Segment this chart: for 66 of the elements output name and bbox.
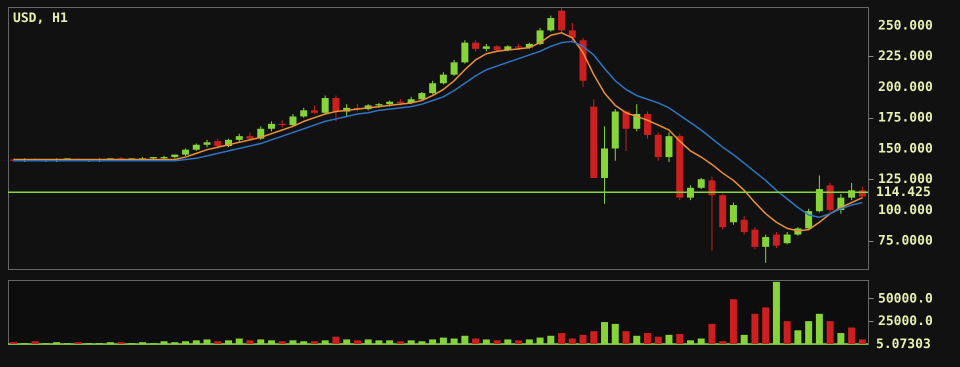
candlestick: [332, 95, 340, 122]
bar: [590, 331, 598, 344]
candlestick: [558, 8, 566, 34]
bar: [654, 336, 662, 344]
y-tick-label: 250.000: [878, 18, 933, 34]
bar: [708, 324, 716, 344]
bar: [580, 334, 587, 344]
candlestick: [461, 40, 468, 64]
bar: [622, 331, 630, 344]
candlestick: [322, 95, 329, 115]
bar: [214, 341, 222, 344]
bar: [396, 341, 404, 344]
y-tick-label: 100.000: [878, 202, 933, 218]
y-tick-label: 125.000: [878, 172, 933, 188]
bar: [730, 299, 737, 344]
candlestick: [772, 232, 780, 249]
bar: [558, 333, 566, 344]
candlestick: [547, 15, 554, 32]
candlestick: [568, 22, 576, 44]
y-tick-label: 150.000: [878, 141, 933, 156]
candlestick: [472, 40, 480, 52]
bar: [310, 341, 318, 344]
candlestick: [665, 132, 672, 162]
y-tick-label: 75.0000: [878, 234, 933, 249]
candlestick: [730, 202, 737, 226]
candlestick: [440, 72, 447, 85]
candlestick: [784, 232, 791, 245]
bar: [644, 333, 651, 344]
candlestick: [289, 114, 296, 127]
candlestick: [698, 177, 705, 190]
y-tick-label: 200.000: [878, 80, 933, 95]
candlestick: [429, 80, 436, 95]
bar: [278, 341, 286, 344]
bar: [515, 340, 522, 344]
bar: [848, 328, 856, 344]
bar: [676, 334, 684, 344]
bar: [762, 307, 770, 344]
bar: [751, 314, 758, 344]
bar: [858, 339, 866, 344]
candlestick: [300, 107, 308, 118]
y-tick-label: 25000.0: [878, 314, 933, 330]
bar: [568, 338, 576, 344]
candlestick: [268, 120, 275, 132]
bar: [784, 321, 791, 344]
bar: [494, 340, 501, 344]
candlestick: [654, 132, 662, 162]
ref-line-label: 5.07303: [876, 336, 931, 352]
bar: [332, 336, 340, 344]
ref-line-label: 114.425: [876, 185, 931, 200]
bar: [354, 340, 361, 344]
y-tick-label: 225.000: [878, 49, 933, 64]
bar: [472, 338, 480, 344]
bar: [246, 340, 254, 344]
candlestick: [740, 216, 748, 236]
candlestick: [214, 138, 222, 149]
y-tick-label: 175.000: [878, 110, 933, 126]
bar: [32, 341, 39, 344]
candlestick: [622, 110, 630, 152]
bar: [826, 321, 834, 344]
bar: [719, 341, 726, 344]
chart-title: USD, H1: [13, 11, 68, 26]
y-tick-label: 50000.0: [878, 291, 933, 306]
candlestick: [644, 111, 651, 140]
candlestick: [762, 234, 770, 264]
candlestick: [450, 59, 458, 76]
candlestick: [751, 226, 758, 250]
